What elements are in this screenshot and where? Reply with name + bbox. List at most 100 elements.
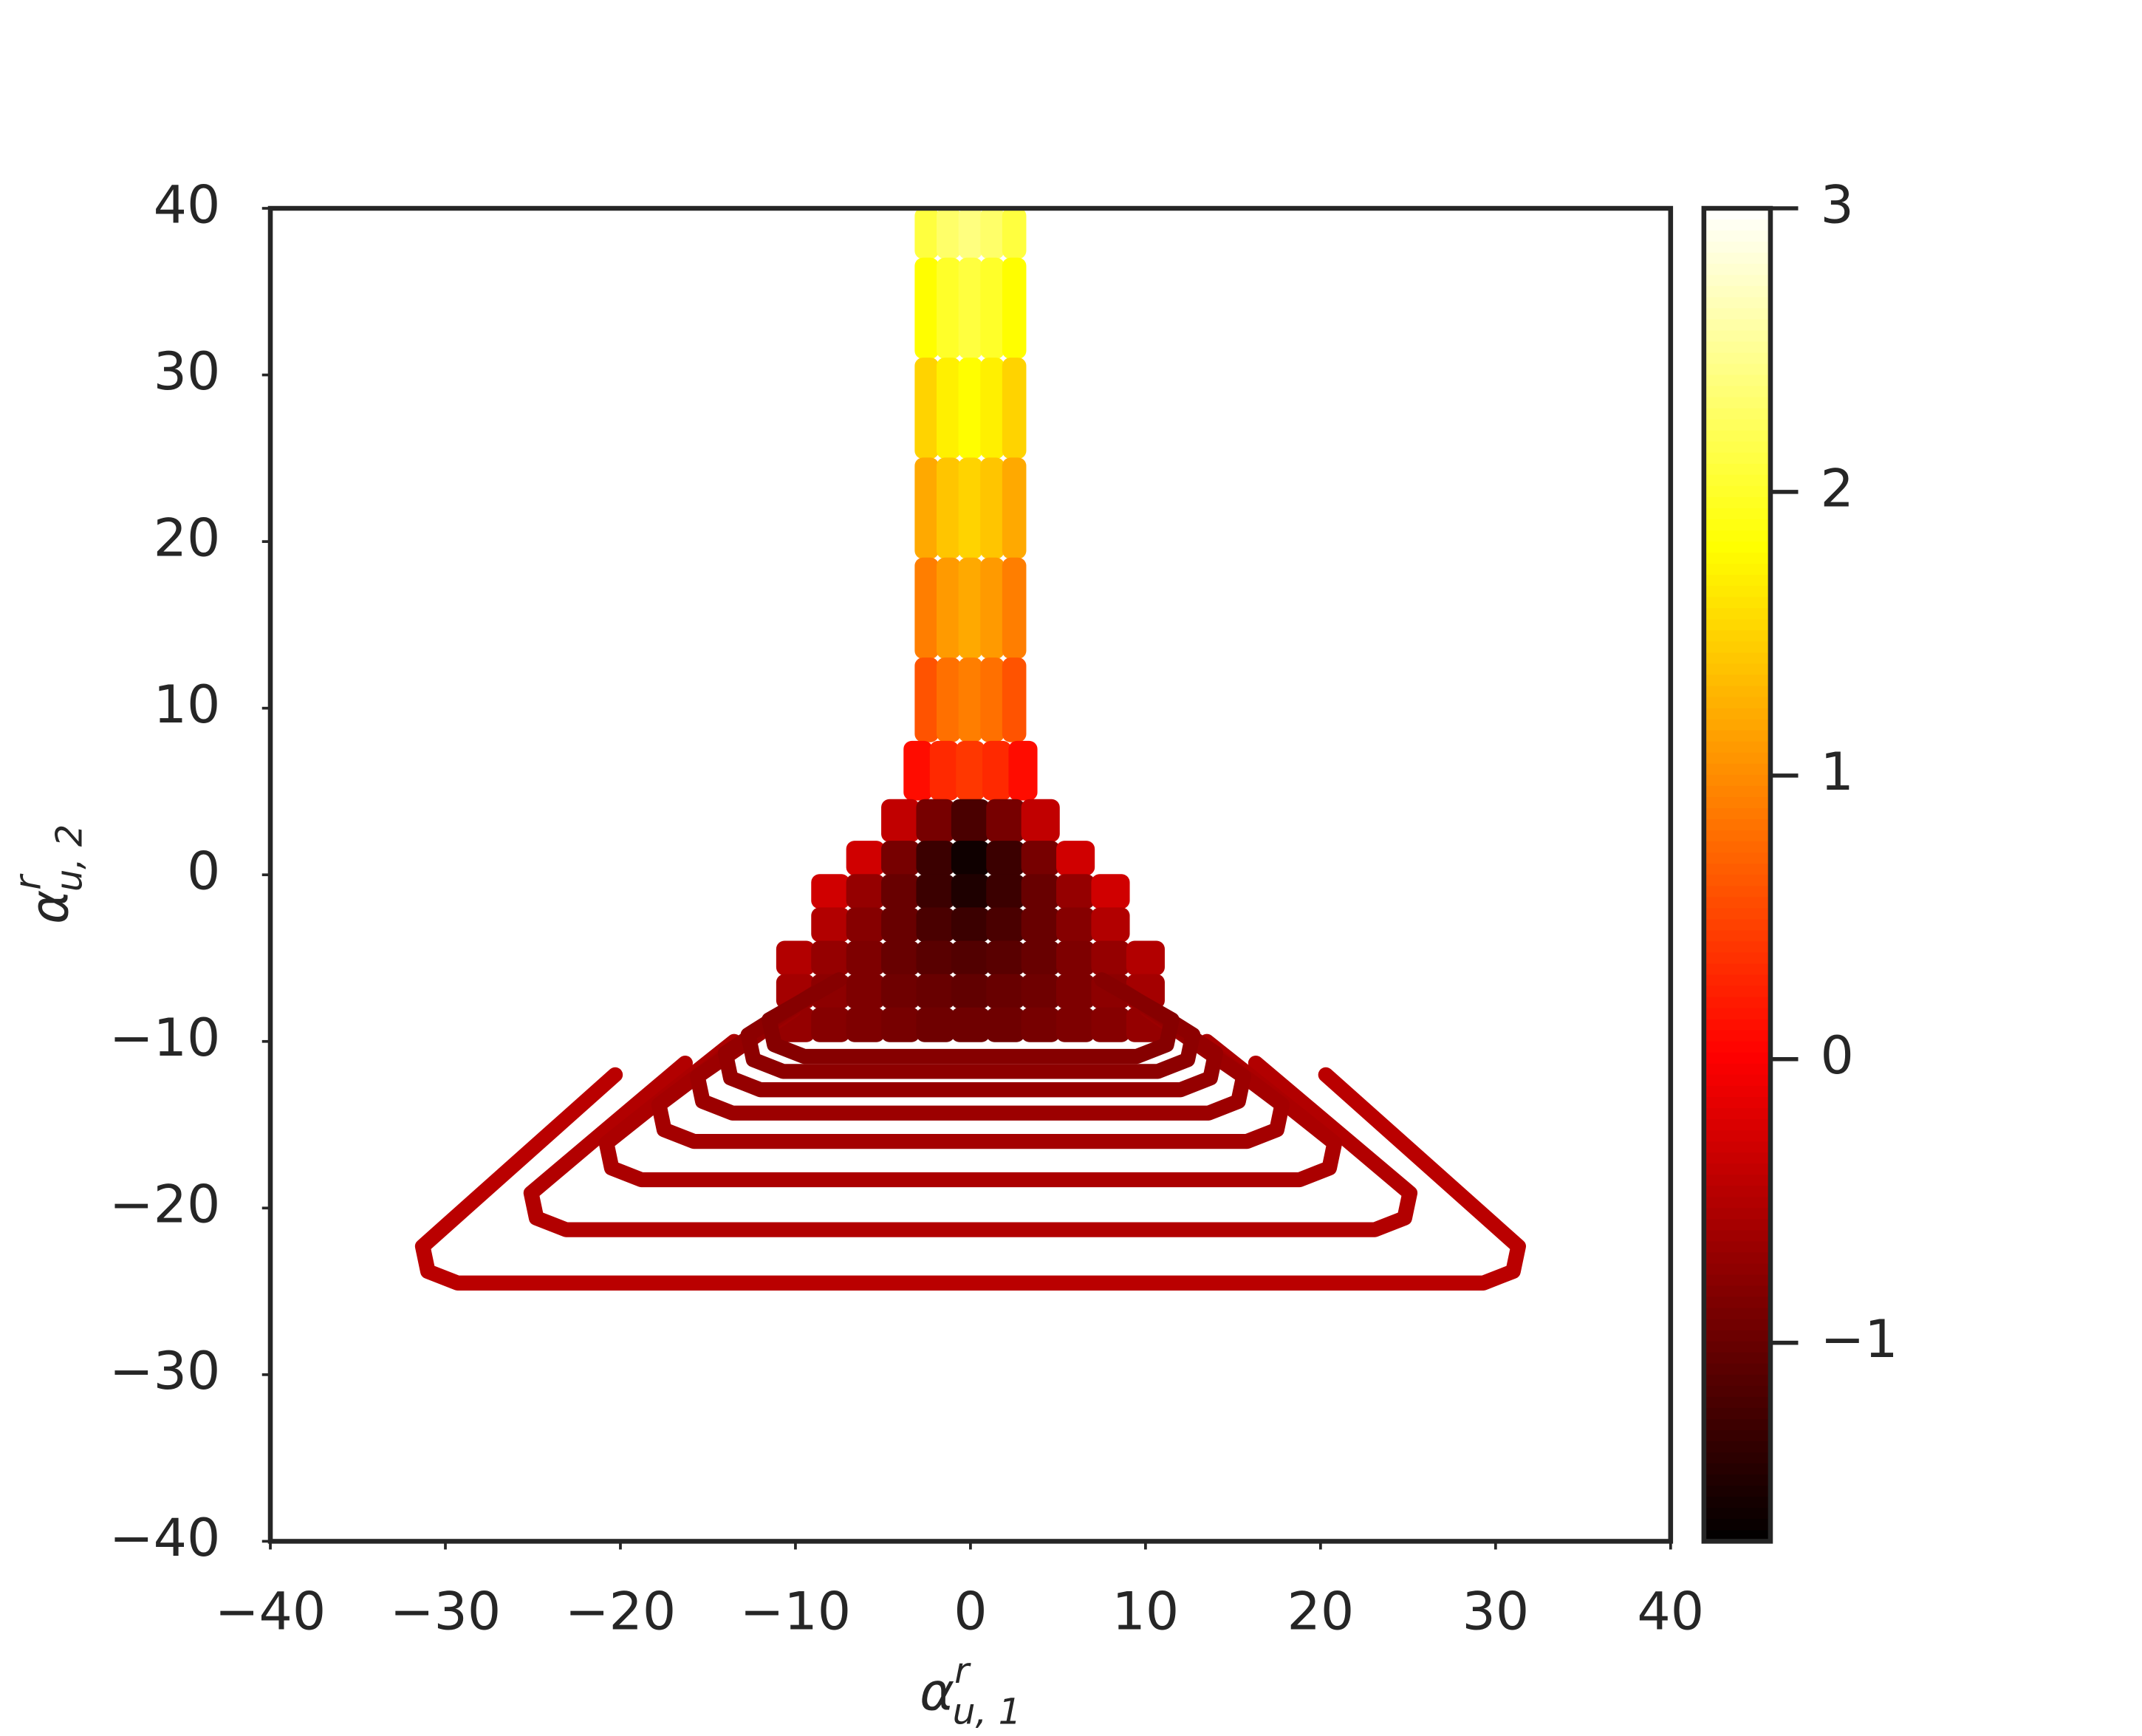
colorbar-tick-label: 1 [1821,742,1854,802]
field-point [1091,874,1130,909]
colorbar-segment [1703,1319,1770,1332]
colorbar-segment [1703,630,1770,643]
field-point [958,457,983,559]
field-point [1021,841,1060,876]
colorbar-segment [1703,864,1770,876]
colorbar-segment [1703,541,1770,554]
colorbar-segment [1703,242,1770,254]
colorbar-segment [1703,275,1770,287]
field-point [951,974,990,1009]
field-point [958,208,983,259]
colorbar-segment [1703,253,1770,265]
colorbar-segment [1703,219,1770,232]
field-point [986,1007,1025,1042]
field-point [846,907,885,943]
colorbar-segment [1703,341,1770,354]
field-point [914,257,939,359]
field-point [881,799,920,843]
colorbar-segment [1703,908,1770,920]
colorbar-segment [1703,363,1770,377]
field-point [846,974,885,1009]
field-point [1091,940,1130,976]
colorbar-segment [1703,1030,1770,1043]
colorbar-segment [1703,886,1770,898]
field-point [958,257,983,359]
field-point [846,940,885,976]
y-tick-label: 0 [187,841,220,901]
colorbar-segment [1703,430,1770,443]
colorbar-segment [1703,397,1770,410]
colorbar-segment [1703,763,1770,776]
colorbar-segment [1703,1308,1770,1321]
field-point [986,974,1025,1009]
colorbar-segment [1703,352,1770,365]
colorbar-segment [1703,1241,1770,1254]
colorbar-tick-label: 2 [1821,458,1854,519]
field-point [1002,457,1027,559]
x-tick-label: −30 [390,1581,502,1641]
colorbar-segment [1703,819,1770,832]
colorbar-segment [1703,1252,1770,1265]
colorbar-segment [1703,586,1770,598]
field-point [811,1007,850,1042]
colorbar-segment [1703,1152,1770,1165]
field-point [1002,557,1027,659]
field-point [929,740,959,801]
field-point [916,841,955,876]
colorbar-segment [1703,530,1770,543]
field-point [811,874,850,909]
colorbar-segment [1703,564,1770,576]
colorbar-segment [1703,641,1770,654]
colorbar-segment [1703,619,1770,632]
colorbar-frame [1701,205,1773,1544]
colorbar-segment [1703,1107,1770,1121]
y-label-sub: u, 2 [49,824,91,892]
trajectory-loop [414,1067,1526,1291]
field-point [1002,257,1027,359]
field-point [937,557,961,659]
trajectory-loop [651,1015,1290,1149]
field-point [881,974,920,1009]
colorbar-segment [1703,897,1770,909]
field-point [1056,907,1095,943]
colorbar-segment [1703,930,1770,943]
field-point [937,457,961,559]
field-point [1126,940,1165,976]
x-tick-label: 30 [1462,1581,1529,1641]
y-tick-label: −10 [109,1008,221,1068]
x-label-sub: u, 1 [953,1692,1022,1732]
field-point [951,1007,990,1042]
y-tick-label: 20 [154,508,221,568]
field-point [914,358,939,459]
colorbar-segment [1703,1085,1770,1098]
colorbar-segment [1703,963,1770,977]
field-point [916,907,955,943]
field-point [846,841,885,876]
field-point [881,874,920,909]
trajectory-loop [523,1055,1418,1237]
colorbar-segment [1703,519,1770,532]
colorbar-segment [1703,985,1770,999]
y-tick-label: −30 [109,1341,221,1401]
field-point [914,208,939,259]
colorbar-segment [1703,441,1770,454]
x-tick-label: 10 [1112,1581,1180,1641]
colorbar-segment [1703,1419,1770,1432]
colorbar-segment [1703,719,1770,732]
colorbar-segment [1703,575,1770,587]
colorbar-segment [1703,597,1770,609]
field-point [1091,907,1130,943]
x-tick-label: −20 [565,1581,677,1641]
colorbar-segment [1703,1096,1770,1110]
field-point [1056,974,1095,1009]
colorbar-segment [1703,1296,1770,1310]
colorbar-segment [1703,1052,1770,1065]
y-tick-label: −40 [109,1507,221,1568]
colorbar-segment [1703,1385,1770,1398]
field-point [916,974,955,1009]
field-point [986,799,1025,843]
field-point [846,874,885,909]
colorbar-segment [1703,508,1770,521]
colorbar-segment [1703,1285,1770,1299]
field-point [1002,358,1027,459]
